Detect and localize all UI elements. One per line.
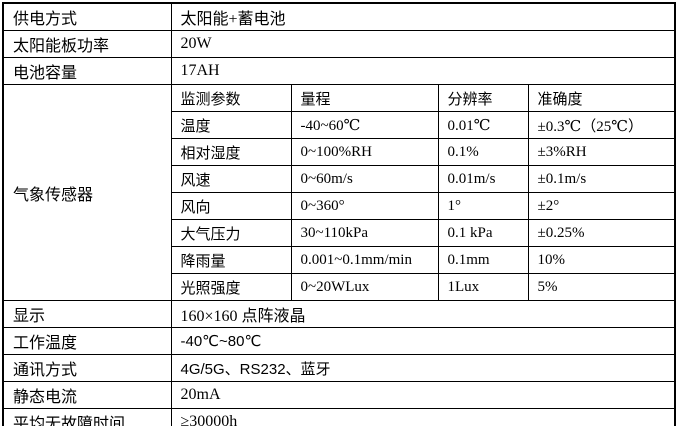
row-sensor-humidity: 相对湿度 0~100%RH 0.1% ±3%RH	[3, 138, 676, 166]
sensor-accuracy-cell: ±3%RH	[527, 138, 676, 166]
spec-value-solar-panel-power: 20W	[170, 30, 676, 58]
spec-value-quiescent-current: 20mA	[170, 381, 676, 409]
sensor-range-cell: 30~110kPa	[290, 219, 439, 247]
sensor-resolution-cell: 0.1mm	[437, 246, 529, 274]
row-communication: 通讯方式 4G/5G、RS232、蓝牙	[2, 354, 676, 382]
sensor-param-cell: 相对湿度	[170, 138, 292, 166]
spec-value-mtbf: ≥30000h	[170, 408, 676, 426]
sensor-accuracy-cell: 10%	[527, 246, 676, 274]
spec-value-power-supply: 太阳能+蓄电池	[170, 2, 676, 31]
sensor-header-resolution: 分辨率	[437, 84, 529, 112]
row-battery-capacity: 电池容量 17AH	[2, 57, 676, 85]
sensor-param-cell: 风向	[170, 192, 292, 220]
sensor-resolution-cell: 0.1 kPa	[437, 219, 529, 247]
row-operating-temperature: 工作温度 -40℃~80℃	[2, 327, 676, 355]
spec-label-battery-capacity: 电池容量	[2, 57, 172, 85]
sensor-param-cell: 风速	[170, 165, 292, 193]
sensor-header-param: 监测参数	[170, 84, 292, 112]
sensor-range-cell: 0~100%RH	[290, 138, 439, 166]
spec-label-solar-panel-power: 太阳能板功率	[2, 30, 172, 58]
row-sensor-temperature: 温度 -40~60℃ 0.01℃ ±0.3℃（25℃）	[3, 111, 676, 139]
spec-label-mtbf: 平均无故障时间	[2, 408, 172, 426]
sensor-accuracy-cell: ±0.3℃（25℃）	[527, 111, 676, 139]
sensor-accuracy-cell: ±2°	[527, 192, 676, 220]
spec-label-quiescent-current: 静态电流	[2, 381, 172, 409]
spec-value-battery-capacity: 17AH	[170, 57, 676, 85]
row-sensor-wind-speed: 风速 0~60m/s 0.01m/s ±0.1m/s	[3, 165, 676, 193]
row-sensor-rainfall: 降雨量 0.001~0.1mm/min 0.1mm 10%	[3, 246, 676, 274]
row-sensor-wind-direction: 风向 0~360° 1° ±2°	[3, 192, 676, 220]
spec-value-communication: 4G/5G、RS232、蓝牙	[170, 354, 676, 382]
spec-value-operating-temperature: -40℃~80℃	[170, 327, 676, 355]
sensor-resolution-cell: 1°	[437, 192, 529, 220]
sensor-param-cell: 光照强度	[170, 273, 292, 301]
row-sensor-illuminance: 光照强度 0~20WLux 1Lux 5%	[3, 273, 676, 301]
sensor-resolution-cell: 0.01℃	[437, 111, 529, 139]
sensor-resolution-cell: 0.01m/s	[437, 165, 529, 193]
sensor-group-label: 气象传感器	[2, 84, 172, 301]
sensor-param-cell: 大气压力	[170, 219, 292, 247]
sensor-range-cell: 0~20WLux	[290, 273, 439, 301]
row-mtbf: 平均无故障时间 ≥30000h	[2, 408, 676, 426]
sensor-range-cell: 0~60m/s	[290, 165, 439, 193]
row-solar-panel-power: 太阳能板功率 20W	[2, 30, 676, 58]
sensor-range-cell: -40~60℃	[290, 111, 439, 139]
sensor-header-range: 量程	[290, 84, 439, 112]
row-power-supply: 供电方式 太阳能+蓄电池	[2, 2, 676, 31]
spec-label-display: 显示	[2, 300, 172, 328]
spec-label-power-supply: 供电方式	[2, 2, 172, 31]
row-sensor-header: 气象传感器 监测参数 量程 分辨率 准确度	[2, 84, 676, 301]
row-display: 显示 160×160 点阵液晶	[2, 300, 676, 328]
sensor-param-cell: 温度	[170, 111, 292, 139]
spec-label-operating-temperature: 工作温度	[2, 327, 172, 355]
row-quiescent-current: 静态电流 20mA	[2, 381, 676, 409]
row-sensor-air-pressure: 大气压力 30~110kPa 0.1 kPa ±0.25%	[3, 219, 676, 247]
sensor-resolution-cell: 0.1%	[437, 138, 529, 166]
spec-value-display: 160×160 点阵液晶	[170, 300, 676, 328]
sensor-range-cell: 0~360°	[290, 192, 439, 220]
sensor-range-cell: 0.001~0.1mm/min	[290, 246, 439, 274]
sensor-accuracy-cell: 5%	[527, 273, 676, 301]
sensor-resolution-cell: 1Lux	[437, 273, 529, 301]
spec-label-communication: 通讯方式	[2, 354, 172, 382]
sensor-header-accuracy: 准确度	[527, 84, 676, 112]
sensor-accuracy-cell: ±0.1m/s	[527, 165, 676, 193]
sensor-accuracy-cell: ±0.25%	[527, 219, 676, 247]
sensor-param-cell: 降雨量	[170, 246, 292, 274]
